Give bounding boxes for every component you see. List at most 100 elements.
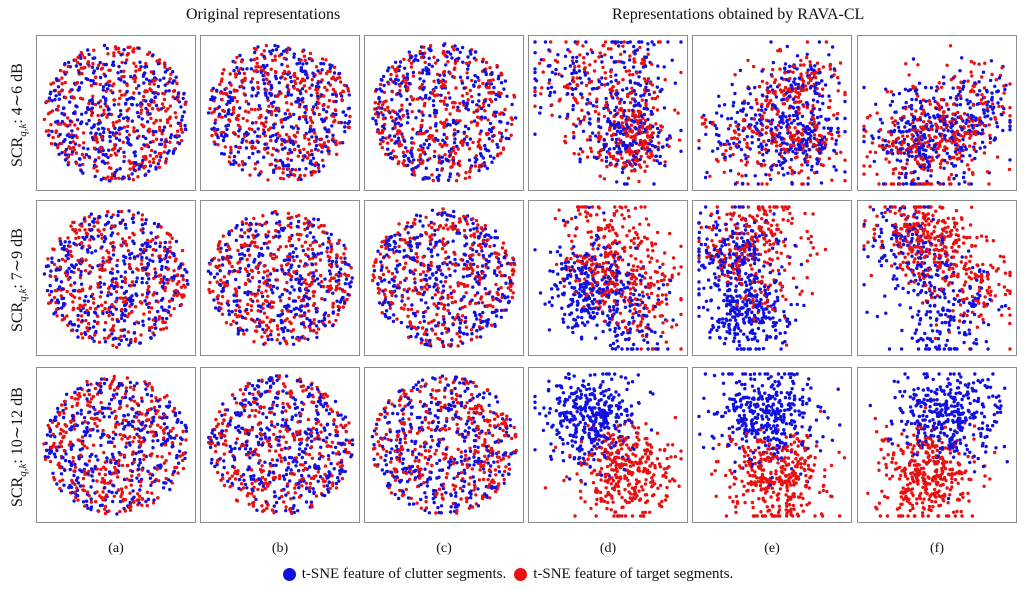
clutter-point (49, 269, 53, 273)
clutter-point (489, 82, 494, 86)
target-point (793, 156, 798, 160)
clutter-point (314, 135, 318, 139)
clutter-point (124, 101, 128, 106)
clutter-point (938, 119, 943, 123)
target-point (477, 78, 481, 82)
target-point (223, 145, 227, 149)
target-point (587, 81, 591, 85)
clutter-point (895, 158, 899, 162)
clutter-point (237, 129, 241, 133)
clutter-point (645, 88, 649, 93)
target-point (452, 75, 456, 80)
target-point (58, 237, 62, 241)
clutter-point (597, 80, 602, 84)
target-point (373, 101, 377, 105)
target-point (144, 61, 148, 66)
clutter-point (919, 106, 923, 111)
clutter-point (133, 154, 137, 158)
clutter-point (956, 132, 960, 136)
target-point (945, 102, 949, 106)
clutter-point (149, 231, 153, 235)
clutter-point (65, 133, 69, 137)
target-point (609, 47, 613, 51)
target-point (942, 148, 946, 152)
target-point (264, 120, 268, 124)
clutter-point (462, 137, 467, 141)
clutter-point (533, 93, 537, 98)
target-point (276, 93, 281, 97)
clutter-point (73, 281, 77, 285)
clutter-point (439, 93, 443, 97)
clutter-point (587, 77, 591, 81)
clutter-point (732, 141, 736, 145)
target-point (79, 332, 84, 336)
clutter-point (77, 87, 81, 92)
clutter-point (334, 93, 338, 97)
target-point (266, 81, 270, 86)
target-point (89, 113, 94, 118)
target-point (983, 61, 987, 65)
target-point (390, 90, 394, 94)
target-point (862, 134, 866, 138)
target-point (42, 117, 47, 122)
target-point (438, 142, 442, 146)
target-point (938, 162, 943, 166)
target-point (263, 71, 267, 75)
target-point (163, 288, 167, 293)
clutter-point (902, 137, 907, 142)
clutter-point (619, 60, 624, 64)
clutter-point (283, 117, 288, 121)
clutter-point (929, 86, 934, 90)
clutter-point (118, 167, 122, 171)
target-point (474, 58, 478, 62)
clutter-point (962, 171, 966, 175)
target-point (837, 134, 841, 138)
clutter-point (742, 101, 746, 105)
target-point (86, 60, 90, 65)
clutter-point (613, 108, 617, 113)
target-point (650, 62, 654, 66)
target-point (443, 96, 448, 100)
clutter-point (890, 148, 894, 152)
target-point (331, 87, 336, 92)
clutter-point (280, 62, 284, 67)
clutter-point (458, 50, 462, 54)
clutter-point (496, 77, 501, 81)
target-point (422, 104, 426, 108)
clutter-point (628, 80, 633, 85)
target-point (731, 152, 735, 157)
clutter-point (948, 96, 953, 100)
clutter-point (216, 135, 220, 140)
target-point (835, 111, 840, 116)
target-point (93, 138, 98, 142)
clutter-point (634, 92, 638, 96)
clutter-point (302, 105, 307, 109)
clutter-point (125, 129, 129, 133)
clutter-point (395, 112, 400, 116)
clutter-point (388, 134, 392, 138)
clutter-point (274, 47, 279, 52)
clutter-point (339, 120, 344, 125)
target-point (913, 128, 917, 132)
target-point (285, 64, 290, 68)
clutter-point (961, 84, 966, 89)
clutter-point (301, 69, 305, 74)
clutter-point (795, 54, 800, 58)
target-point (744, 163, 748, 167)
target-point (315, 106, 319, 110)
clutter-point (553, 72, 558, 76)
clutter-point (159, 155, 163, 159)
target-point (103, 268, 107, 272)
target-point (477, 104, 481, 109)
target-point (643, 139, 647, 143)
target-point (292, 71, 297, 76)
clutter-point (141, 134, 145, 139)
clutter-point (600, 82, 604, 87)
target-point (420, 82, 424, 87)
clutter-point (174, 239, 179, 244)
clutter-point (144, 99, 148, 103)
clutter-point (533, 86, 537, 90)
target-point (763, 147, 768, 151)
target-point (808, 78, 813, 83)
target-point (219, 131, 223, 135)
